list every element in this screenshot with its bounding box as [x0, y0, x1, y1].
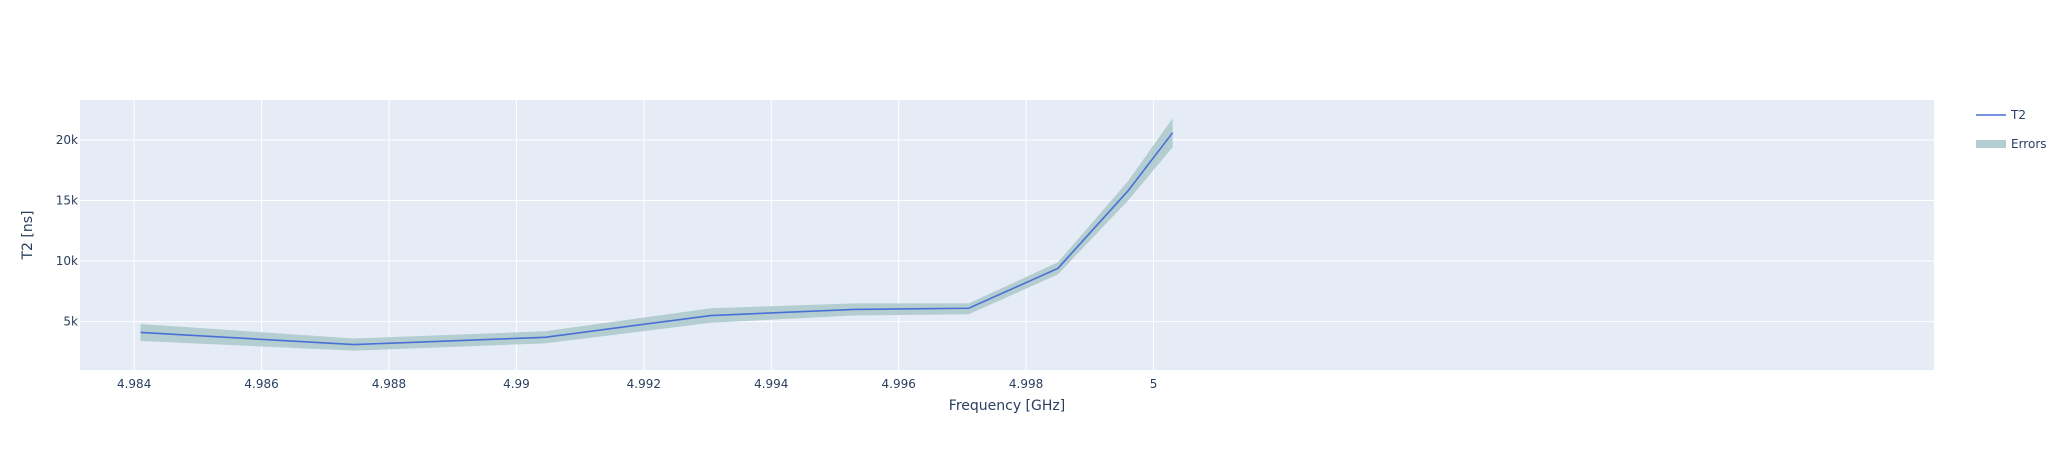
t2-point[interactable]	[967, 306, 971, 310]
t2-series-line	[140, 132, 1174, 346]
x-tick-label: 4.986	[244, 377, 278, 391]
t2-point[interactable]	[352, 343, 356, 347]
plot-area	[80, 100, 1934, 370]
x-tick-label: 4.992	[627, 377, 661, 391]
y-axis-ticks: 5k 10k 15k 20k	[56, 133, 78, 329]
legend-label-t2: T2	[2010, 108, 2026, 122]
y-axis-title: T2 [ns]	[20, 211, 36, 261]
t2-point[interactable]	[852, 307, 856, 311]
legend-label-errors: Errors	[2011, 137, 2047, 151]
t2-point[interactable]	[1171, 131, 1175, 135]
x-tick-label: 4.994	[754, 377, 788, 391]
y-tick-label: 15k	[56, 193, 78, 207]
series-layer	[139, 118, 1175, 351]
x-tick-label: 4.99	[503, 377, 530, 391]
legend-item-errors[interactable]: Errors	[1976, 137, 2047, 151]
y-tick-label: 20k	[56, 133, 78, 147]
t2-point[interactable]	[1056, 266, 1060, 270]
t2-point[interactable]	[543, 335, 547, 339]
x-tick-label: 4.998	[1009, 377, 1043, 391]
y-gridlines	[80, 139, 1934, 323]
x-axis-title: Frequency [GHz]	[949, 398, 1065, 414]
legend-item-t2[interactable]: T2	[1976, 108, 2026, 122]
x-tick-label: 4.984	[117, 377, 151, 391]
x-gridlines	[133, 100, 1155, 370]
x-tick-label: 4.996	[882, 377, 916, 391]
x-tick-label: 5	[1150, 377, 1158, 391]
t2-point[interactable]	[709, 314, 713, 318]
legend-swatch-errors	[1976, 140, 2006, 148]
y-tick-label: 5k	[63, 315, 78, 329]
t2-point[interactable]	[139, 330, 143, 334]
legend[interactable]: T2 Errors	[1976, 108, 2047, 151]
y-tick-label: 10k	[56, 254, 78, 268]
x-axis-ticks: 4.984 4.986 4.988 4.99 4.992 4.994 4.996 4.998 5	[117, 377, 1157, 391]
t2-point[interactable]	[1126, 189, 1130, 193]
x-tick-label: 4.988	[372, 377, 406, 391]
